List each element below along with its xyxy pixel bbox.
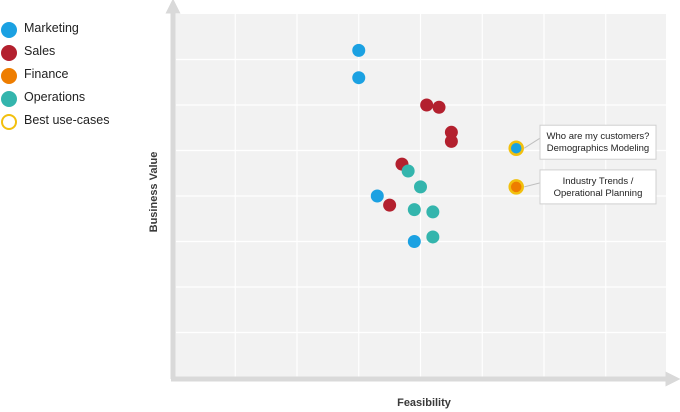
- legend-item-best-use-cases: Best use-cases: [0, 112, 140, 135]
- best-use-case-point: [508, 179, 524, 195]
- callout-text: Who are my customers?: [547, 131, 650, 142]
- operations-point: [414, 180, 427, 194]
- sales-point: [383, 198, 397, 212]
- operations-point: [401, 164, 415, 178]
- sales-point: [420, 98, 434, 112]
- legend-label: Sales: [24, 44, 56, 58]
- marketing-point: [370, 189, 384, 203]
- legend-label: Finance: [24, 67, 69, 81]
- best-use-case-callout: Industry Trends /Operational Planning: [508, 169, 657, 205]
- y-axis-title: Business Value: [148, 152, 160, 233]
- x-axis-title: Feasibility: [397, 397, 452, 409]
- marketing-point: [352, 43, 366, 57]
- operations-point: [407, 203, 421, 217]
- legend-item-finance: Finance: [0, 66, 140, 89]
- callout-text: Industry Trends /: [563, 176, 634, 187]
- finance-swatch: [1, 68, 17, 84]
- legend-item-sales: Sales: [0, 43, 140, 66]
- marketing-point: [407, 235, 421, 248]
- best-use-case-callout: Who are my customers?Demographics Modeli…: [508, 124, 657, 160]
- operations-swatch: [1, 91, 17, 107]
- callouts: Who are my customers?Demographics Modeli…: [508, 124, 657, 205]
- sales-point: [444, 134, 458, 148]
- operations-point: [426, 205, 440, 219]
- callout-text: Demographics Modeling: [547, 143, 649, 154]
- legend-item-marketing: Marketing: [0, 20, 140, 43]
- callout-text: Operational Planning: [554, 188, 643, 199]
- data-points: [352, 43, 458, 248]
- legend-label: Operations: [24, 90, 86, 104]
- best-use-case-point: [508, 140, 524, 156]
- marketing-swatch: [1, 22, 17, 38]
- legend-label: Best use-cases: [24, 113, 110, 127]
- operations-point: [426, 230, 440, 244]
- sales-point: [444, 125, 458, 139]
- callout-box: [539, 169, 657, 205]
- callout-leader: [524, 182, 541, 188]
- legend: Marketing Sales Finance Operations Best …: [0, 20, 140, 135]
- legend-label: Marketing: [24, 21, 79, 35]
- callout-box: [539, 124, 657, 160]
- best-use-cases-swatch: [1, 114, 17, 130]
- sales-swatch: [1, 45, 17, 61]
- marketing-point: [352, 71, 366, 85]
- legend-item-operations: Operations: [0, 89, 140, 112]
- sales-point: [432, 100, 446, 114]
- callout-leader: [523, 137, 541, 149]
